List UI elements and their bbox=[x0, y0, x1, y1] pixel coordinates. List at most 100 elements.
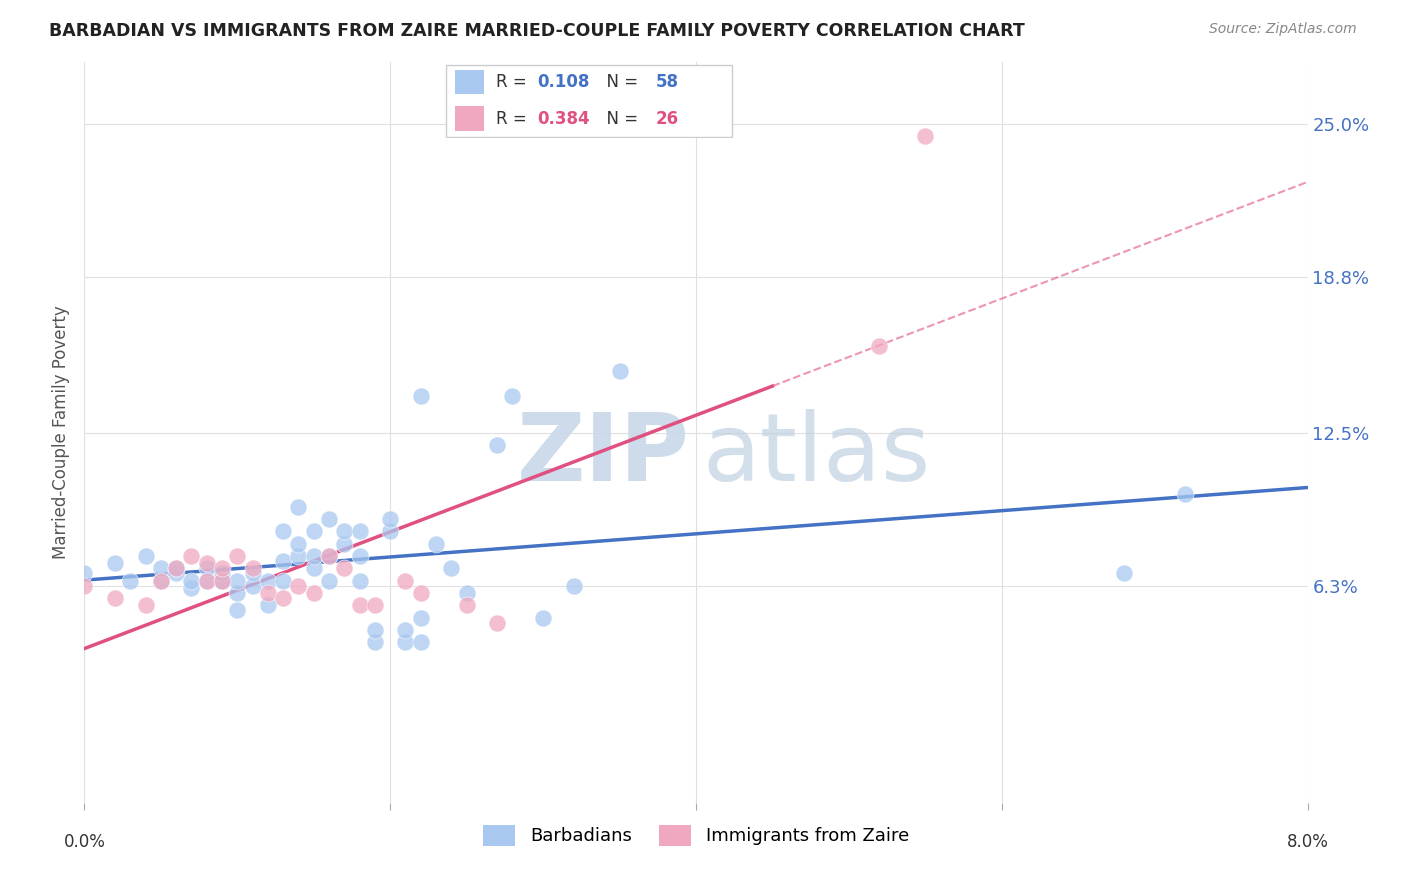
Point bbox=[73, 579, 96, 593]
Point bbox=[394, 623, 416, 637]
Point bbox=[486, 615, 509, 630]
Point bbox=[257, 586, 280, 600]
Point bbox=[349, 524, 371, 539]
Point bbox=[271, 591, 294, 605]
Point bbox=[380, 512, 402, 526]
Y-axis label: Married-Couple Family Poverty: Married-Couple Family Poverty bbox=[52, 306, 70, 559]
Point bbox=[195, 557, 218, 571]
Point bbox=[226, 574, 249, 588]
Point bbox=[333, 524, 356, 539]
Text: N =: N = bbox=[596, 110, 644, 128]
Point bbox=[165, 561, 187, 575]
Text: N =: N = bbox=[596, 73, 644, 91]
Legend: Barbadians, Immigrants from Zaire: Barbadians, Immigrants from Zaire bbox=[475, 818, 917, 853]
Point bbox=[425, 536, 447, 550]
Point bbox=[287, 536, 309, 550]
FancyBboxPatch shape bbox=[446, 65, 733, 136]
Text: 8.0%: 8.0% bbox=[1286, 833, 1329, 851]
Point bbox=[318, 549, 340, 563]
Point bbox=[609, 364, 631, 378]
Point bbox=[349, 549, 371, 563]
Point bbox=[149, 574, 172, 588]
Point bbox=[287, 579, 309, 593]
Point bbox=[364, 599, 387, 613]
FancyBboxPatch shape bbox=[454, 106, 484, 130]
Point bbox=[302, 561, 325, 575]
Text: R =: R = bbox=[496, 110, 531, 128]
Point bbox=[104, 557, 127, 571]
Point bbox=[394, 635, 416, 649]
Text: ZIP: ZIP bbox=[517, 409, 690, 500]
Point bbox=[302, 524, 325, 539]
Point bbox=[349, 599, 371, 613]
Point bbox=[211, 574, 233, 588]
Point bbox=[211, 574, 233, 588]
Point bbox=[180, 574, 202, 588]
Text: BARBADIAN VS IMMIGRANTS FROM ZAIRE MARRIED-COUPLE FAMILY POVERTY CORRELATION CHA: BARBADIAN VS IMMIGRANTS FROM ZAIRE MARRI… bbox=[49, 22, 1025, 40]
Point bbox=[211, 561, 233, 575]
Text: 26: 26 bbox=[655, 110, 679, 128]
Point bbox=[394, 574, 416, 588]
Point bbox=[364, 635, 387, 649]
Point bbox=[165, 561, 187, 575]
Point bbox=[409, 611, 432, 625]
Point bbox=[486, 438, 509, 452]
Point bbox=[180, 549, 202, 563]
Point bbox=[869, 339, 891, 353]
Text: Source: ZipAtlas.com: Source: ZipAtlas.com bbox=[1209, 22, 1357, 37]
Text: 0.0%: 0.0% bbox=[63, 833, 105, 851]
Point bbox=[409, 635, 432, 649]
Point bbox=[333, 536, 356, 550]
Point bbox=[211, 566, 233, 581]
Point bbox=[364, 623, 387, 637]
Point bbox=[242, 566, 264, 581]
Point bbox=[1114, 566, 1136, 581]
Point bbox=[287, 549, 309, 563]
Text: R =: R = bbox=[496, 73, 531, 91]
Point bbox=[409, 389, 432, 403]
Point bbox=[195, 574, 218, 588]
Point bbox=[135, 549, 157, 563]
Point bbox=[104, 591, 127, 605]
Point bbox=[380, 524, 402, 539]
Point bbox=[409, 586, 432, 600]
Point bbox=[165, 566, 187, 581]
Point bbox=[242, 561, 264, 575]
Point bbox=[257, 599, 280, 613]
Text: 0.384: 0.384 bbox=[537, 110, 591, 128]
Point bbox=[456, 599, 478, 613]
Text: 58: 58 bbox=[655, 73, 679, 91]
Point bbox=[349, 574, 371, 588]
Point bbox=[287, 500, 309, 514]
Point bbox=[226, 603, 249, 617]
Point bbox=[440, 561, 463, 575]
Point bbox=[226, 549, 249, 563]
FancyBboxPatch shape bbox=[454, 70, 484, 95]
Point bbox=[120, 574, 142, 588]
Point bbox=[1174, 487, 1197, 501]
Point bbox=[456, 586, 478, 600]
Point bbox=[333, 561, 356, 575]
Point bbox=[302, 586, 325, 600]
Point bbox=[318, 549, 340, 563]
Point bbox=[318, 512, 340, 526]
Point bbox=[73, 566, 96, 581]
Point bbox=[180, 581, 202, 595]
Point bbox=[257, 574, 280, 588]
Point bbox=[242, 579, 264, 593]
Point bbox=[914, 129, 936, 144]
Point bbox=[149, 561, 172, 575]
Point bbox=[531, 611, 554, 625]
Point bbox=[211, 574, 233, 588]
Point bbox=[502, 389, 524, 403]
Point bbox=[226, 586, 249, 600]
Point bbox=[195, 561, 218, 575]
Point bbox=[271, 554, 294, 568]
Point bbox=[318, 574, 340, 588]
Point bbox=[271, 574, 294, 588]
Point bbox=[195, 574, 218, 588]
Text: 0.108: 0.108 bbox=[537, 73, 589, 91]
Text: atlas: atlas bbox=[702, 409, 931, 500]
Point bbox=[135, 599, 157, 613]
Point bbox=[562, 579, 585, 593]
